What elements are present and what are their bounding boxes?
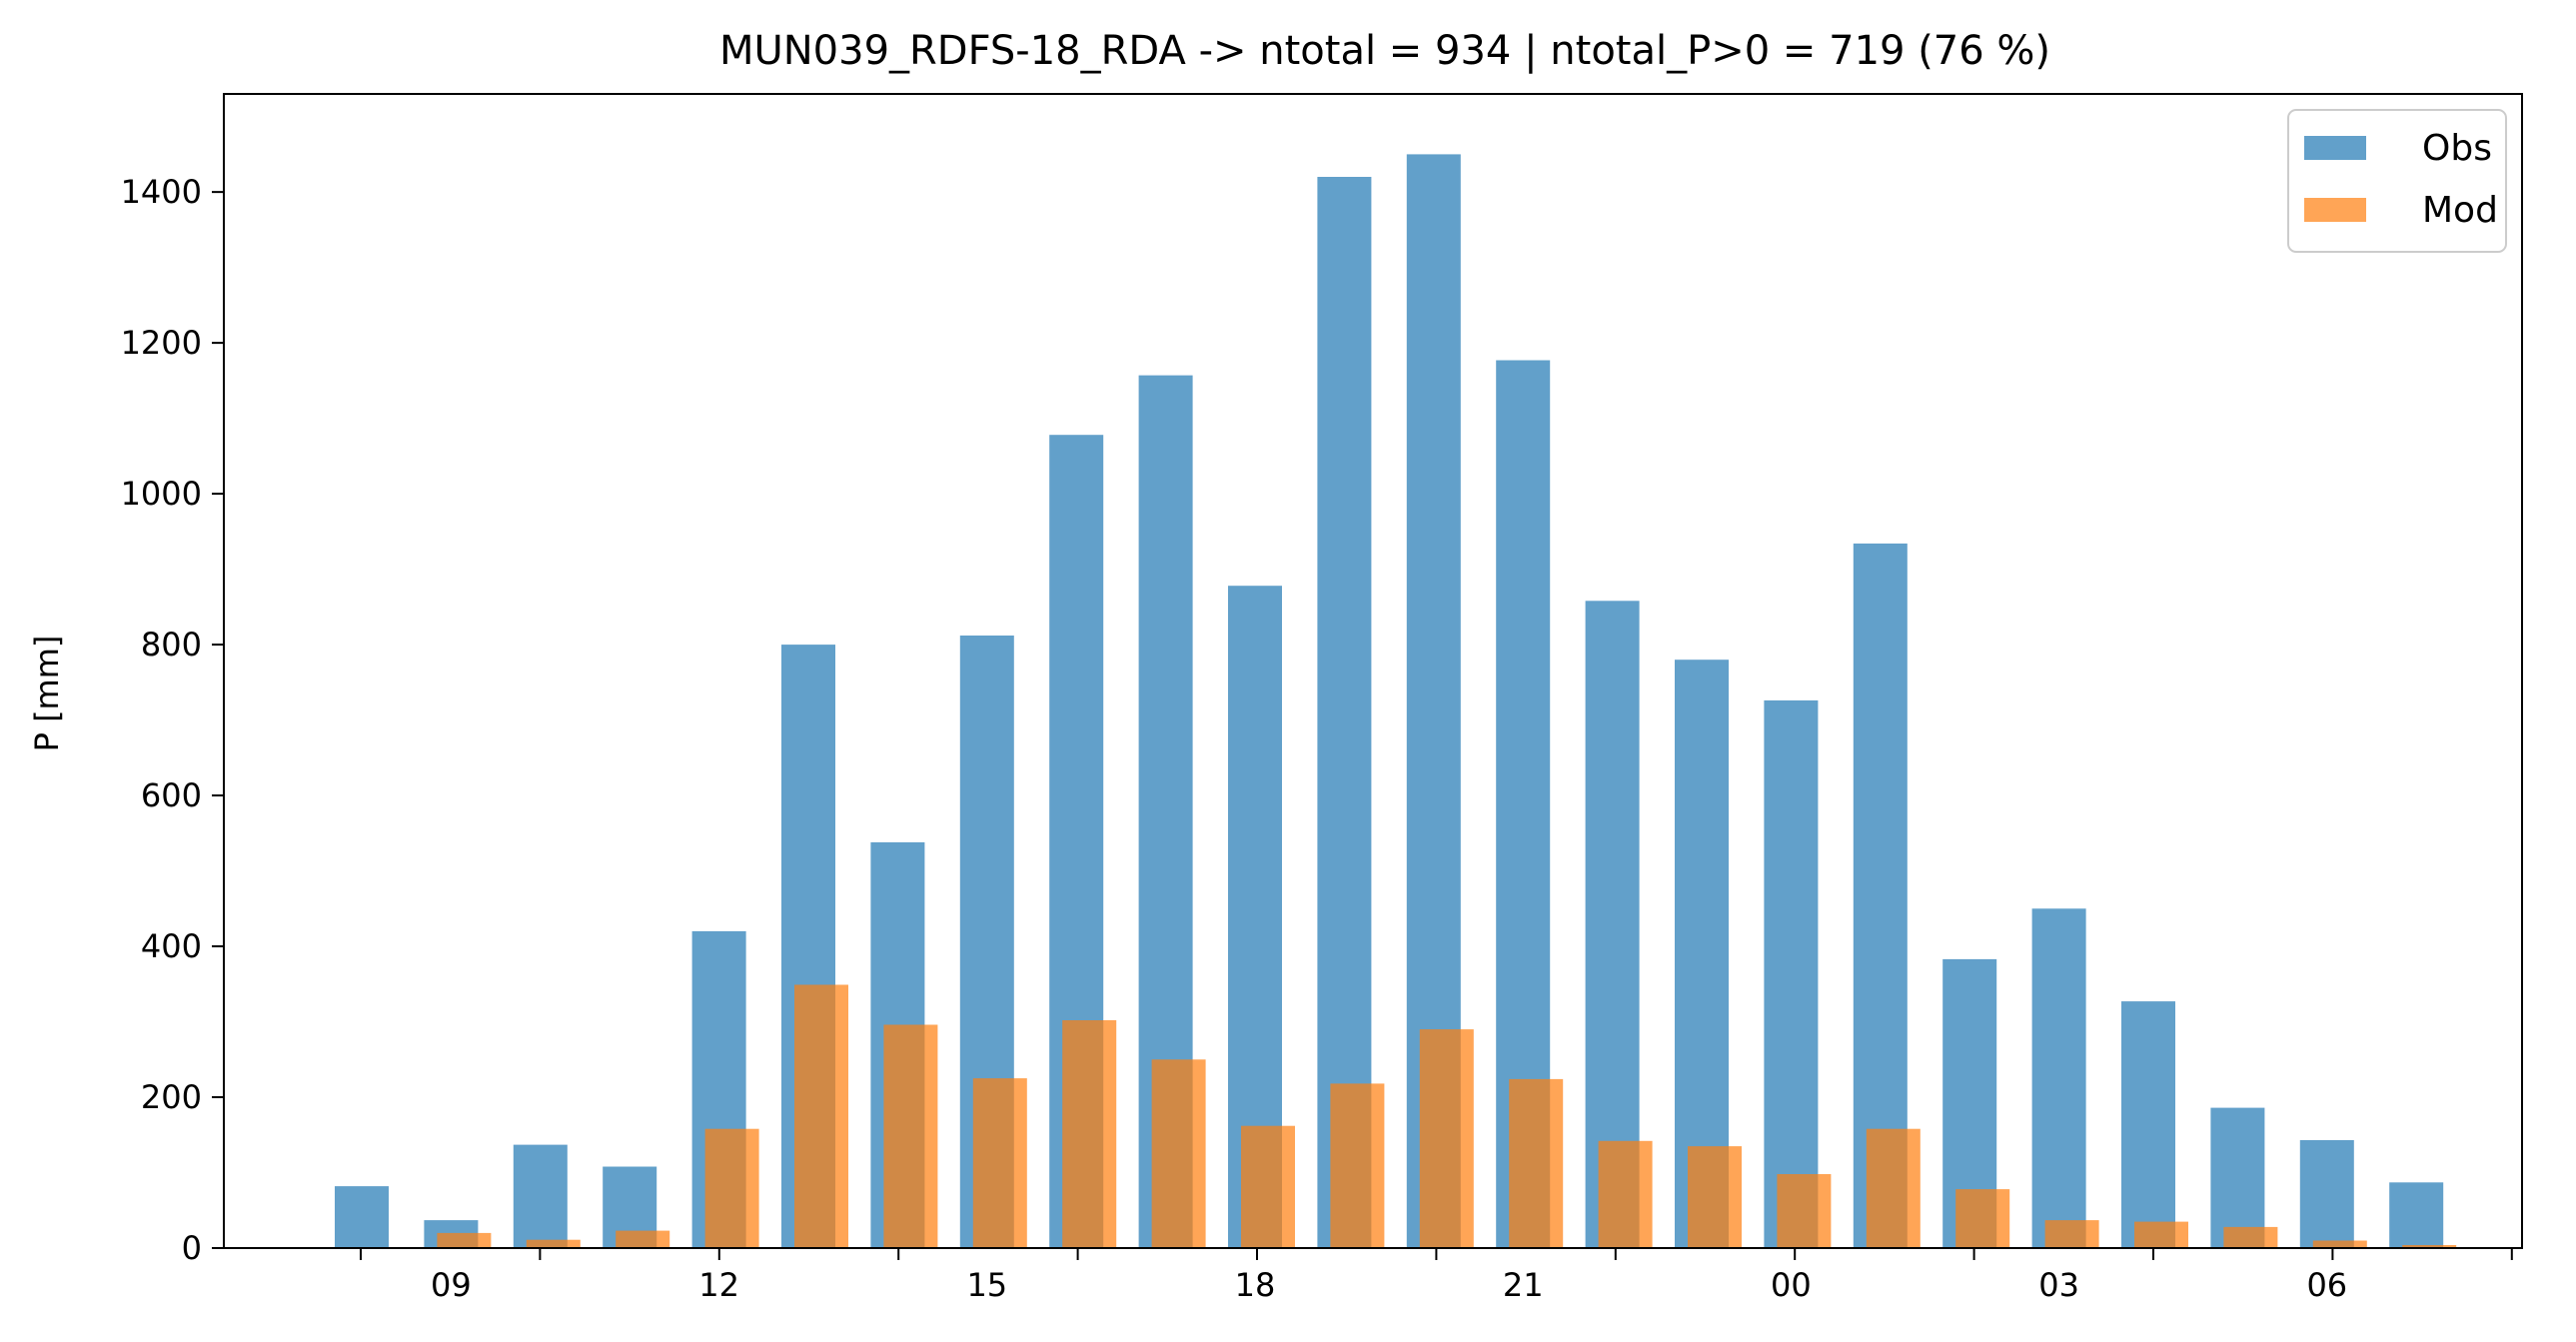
- bar-mod-21: [1509, 1078, 1564, 1248]
- bar-obs-03: [2031, 908, 2086, 1248]
- y-tick-label-1200: 1200: [121, 324, 202, 362]
- x-tick-label-12: 12: [698, 1266, 739, 1304]
- bar-obs-06: [2299, 1140, 2354, 1248]
- bar-mod-05: [2223, 1226, 2278, 1248]
- chart-title: MUN039_RDFS-18_RDA -> ntotal = 934 | nto…: [719, 28, 2050, 74]
- bar-obs-05: [2210, 1107, 2265, 1248]
- legend-label-mod: Mod: [2422, 190, 2498, 231]
- y-tick-label-600: 600: [141, 776, 202, 814]
- series-obs: [335, 154, 2444, 1249]
- y-axis-title: P [mm]: [28, 636, 66, 752]
- bar-obs-00: [1764, 699, 1819, 1248]
- legend-swatch-mod: [2304, 198, 2366, 222]
- bar-mod-18: [1241, 1125, 1295, 1248]
- bar-mod-00: [1777, 1174, 1832, 1248]
- bar-mod-06: [2312, 1240, 2367, 1248]
- bar-mod-07: [2402, 1245, 2457, 1248]
- y-tick-label-800: 800: [141, 626, 202, 664]
- x-axis: 09 12 15 18 21 00 03 06: [360, 1248, 2513, 1304]
- bar-mod-19: [1330, 1083, 1385, 1248]
- bar-obs-19: [1317, 177, 1372, 1248]
- bar-obs-10: [513, 1144, 568, 1248]
- x-tick-label-00: 00: [1771, 1266, 1812, 1304]
- x-tick-label-21: 21: [1503, 1266, 1544, 1304]
- bar-mod-11: [616, 1230, 670, 1248]
- bar-mod-03: [2044, 1220, 2099, 1248]
- bar-mod-09: [437, 1232, 492, 1248]
- legend-label-obs: Obs: [2422, 128, 2492, 169]
- bar-obs-22: [1585, 601, 1640, 1248]
- y-tick-label-1400: 1400: [121, 173, 202, 211]
- bar-mod-13: [794, 984, 848, 1248]
- bar-mod-22: [1598, 1140, 1653, 1248]
- x-tick-label-15: 15: [966, 1266, 1007, 1304]
- bar-mod-01: [1866, 1128, 1921, 1248]
- legend: Obs Mod: [2287, 109, 2507, 253]
- bar-mod-16: [1062, 1020, 1117, 1248]
- bar-mod-04: [2134, 1221, 2188, 1248]
- y-tick-label-0: 0: [182, 1229, 202, 1267]
- y-tick-label-1000: 1000: [121, 475, 202, 513]
- bar-obs-08: [335, 1186, 389, 1248]
- y-axis: 0 200 400 600 800 1000 1200 1400: [121, 173, 224, 1267]
- bar-obs-04: [2121, 1001, 2175, 1248]
- y-tick-label-400: 400: [141, 927, 202, 965]
- bar-obs-07: [2389, 1182, 2444, 1248]
- x-tick-label-09: 09: [431, 1266, 472, 1304]
- bar-mod-15: [972, 1078, 1027, 1248]
- bar-mod-10: [526, 1239, 581, 1248]
- x-tick-label-03: 03: [2038, 1266, 2079, 1304]
- bar-mod-02: [1955, 1189, 2010, 1248]
- bar-mod-14: [883, 1024, 938, 1248]
- bar-mod-23: [1688, 1146, 1742, 1248]
- x-tick-label-06: 06: [2306, 1266, 2347, 1304]
- plot-area-frame: [223, 93, 2523, 1249]
- bar-mod-12: [704, 1128, 759, 1248]
- bar-mod-20: [1419, 1029, 1474, 1248]
- bar-mod-17: [1151, 1059, 1206, 1248]
- x-tick-label-18: 18: [1235, 1266, 1276, 1304]
- series-mod: [437, 984, 2457, 1248]
- y-tick-label-200: 200: [141, 1078, 202, 1116]
- legend-swatch-obs: [2304, 136, 2366, 160]
